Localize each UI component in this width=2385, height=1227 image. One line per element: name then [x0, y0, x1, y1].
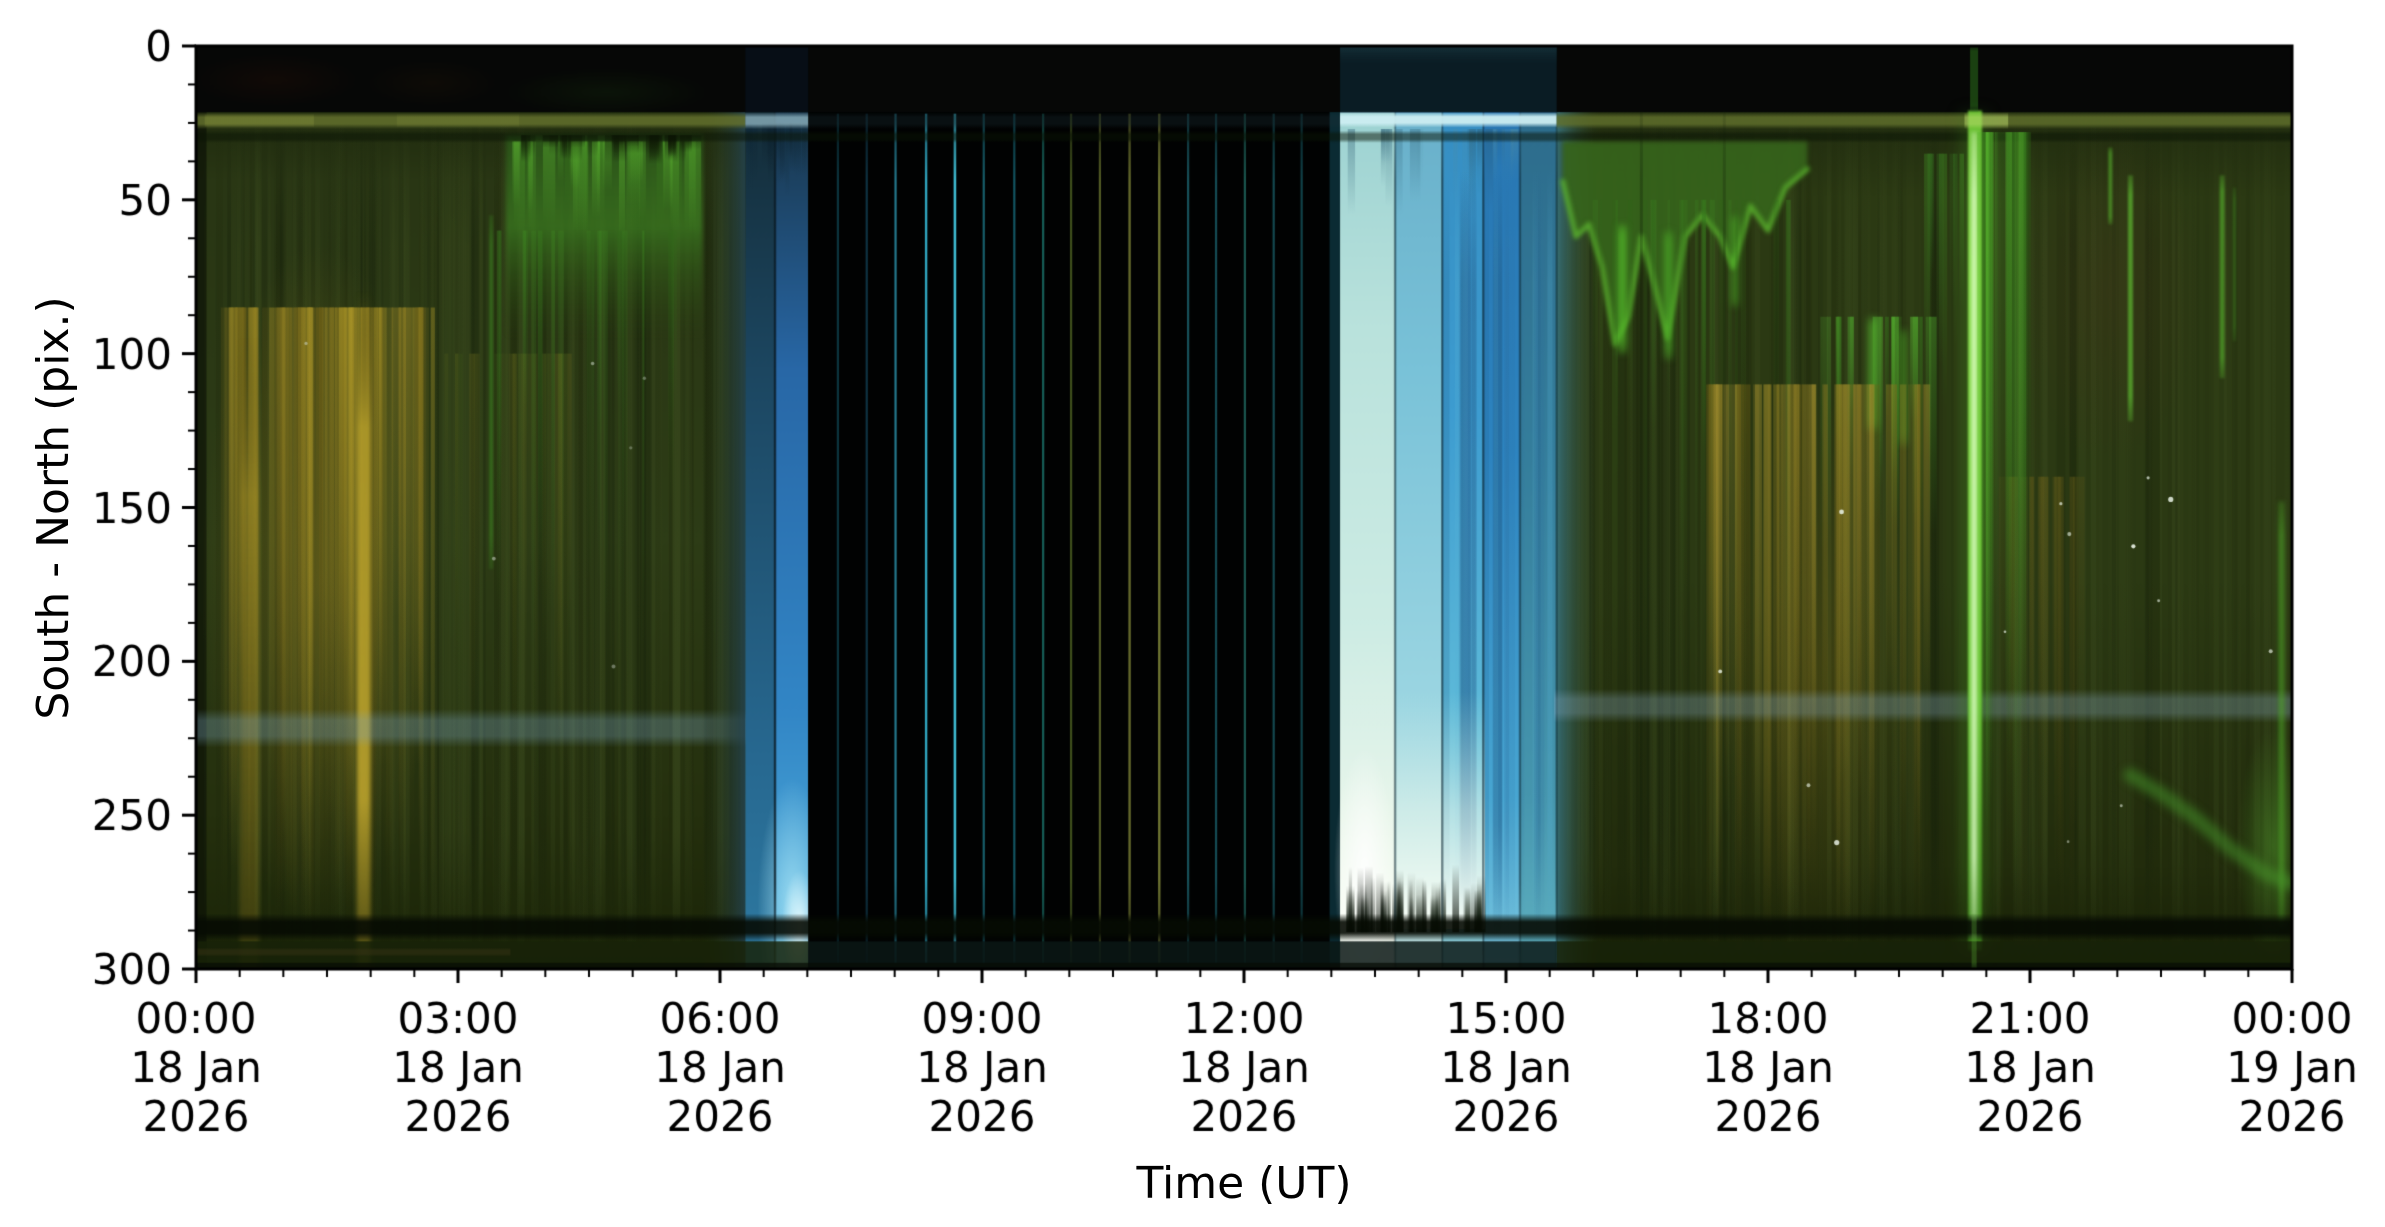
x-axis-title: Time (UT) — [1136, 1158, 1352, 1209]
y-axis-title: South - North (pix.) — [28, 296, 79, 720]
